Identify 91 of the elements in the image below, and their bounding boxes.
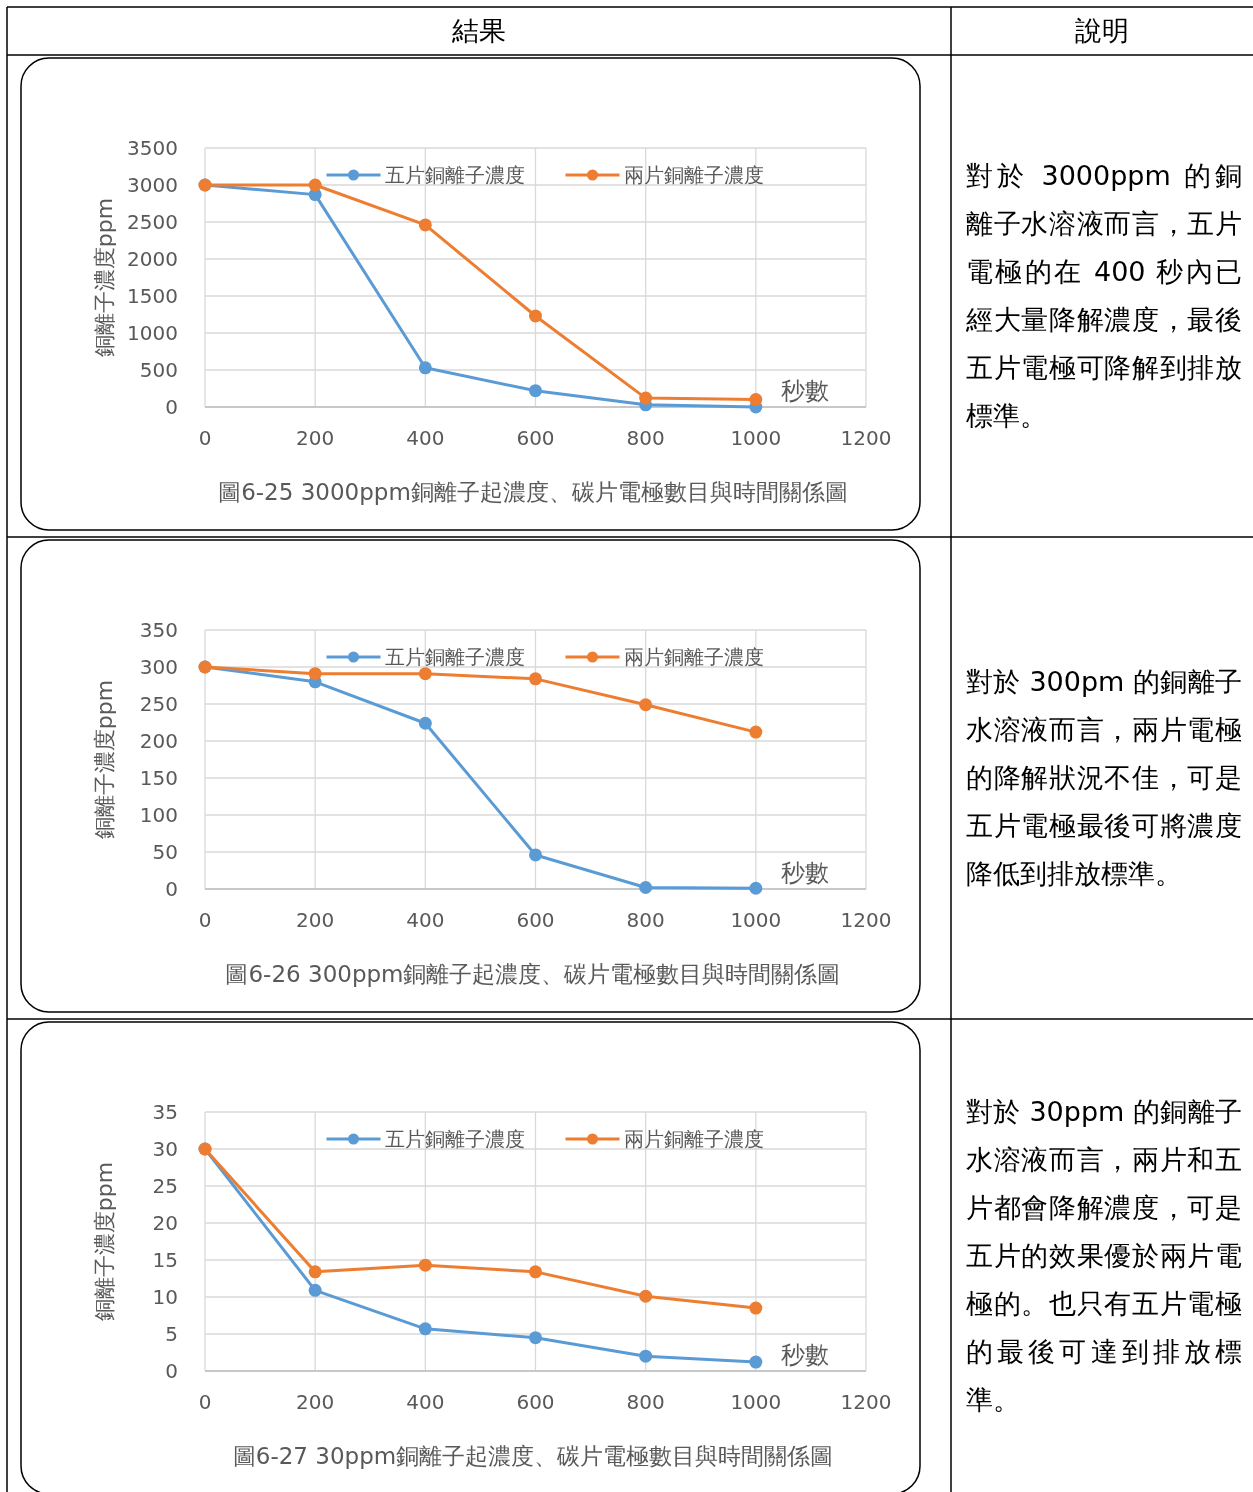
point [639,698,653,712]
text: 對於 3000ppm 的銅離子水溶液而言，五片電極的在 400 秒內已經大量降解濃度，最後五片電極可降解到排放標準。 [966,159,1242,433]
y-tick-label: 10 [152,1285,178,1309]
legend-label: 兩片銅離子濃度 [623,1127,764,1151]
y-axis-title: 銅離子濃度ppm [92,1161,117,1322]
point [749,393,763,407]
y-tick-label: 2000 [127,247,178,271]
x-tick-label: 200 [296,908,335,932]
point [639,1289,653,1303]
x-tick-label: 1200 [840,426,892,450]
y-tick-label: 1000 [127,321,178,345]
x-tick-label: 600 [516,426,555,450]
x-tick-label: 1000 [730,1390,782,1414]
point [308,178,322,192]
y-tick-label: 350 [139,618,178,642]
y-axis-title: 銅離子濃度ppm [92,197,117,358]
x-tick-label: 0 [198,1390,212,1414]
y-tick-label: 35 [152,1100,178,1124]
point [749,1301,763,1315]
point [418,716,432,730]
y-axis-title: 銅離子濃度ppm [92,679,117,840]
x-tick-label: 0 [198,426,212,450]
point [529,1265,542,1279]
x-tick-label: 200 [296,1390,335,1414]
point [529,384,542,398]
point [418,361,432,375]
y-tick-label: 30 [152,1137,178,1161]
text: 說明 [1074,14,1130,48]
point [639,1349,653,1363]
x-tick-label: 200 [296,426,335,450]
legend-label: 兩片銅離子濃度 [623,163,764,187]
y-tick-label: 5 [165,1322,178,1346]
y-tick-label: 20 [152,1211,178,1235]
x-tick-label: 800 [626,1390,665,1414]
point [639,391,653,405]
x-axis-title: 秒數 [781,377,829,405]
point [418,1322,432,1336]
y-tick-label: 150 [139,766,178,790]
x-tick-label: 400 [406,908,445,932]
text: 圖6-27 30ppm銅離子起濃度、碳片電極數目與時間關係圖 [232,1443,834,1469]
y-tick-label: 500 [139,358,178,382]
text: 圖6-26 300ppm銅離子起濃度、碳片電極數目與時間關係圖 [225,961,841,987]
point [308,1283,322,1297]
x-tick-label: 800 [626,426,665,450]
y-tick-label: 300 [139,655,178,679]
y-tick-label: 250 [139,692,178,716]
y-tick-label: 0 [165,1359,178,1383]
x-axis-title: 秒數 [781,859,829,887]
x-tick-label: 600 [516,908,555,932]
point [418,667,432,681]
point [418,218,432,232]
point [749,725,763,739]
text: 圖6-25 3000ppm銅離子起濃度、碳片電極數目與時間關係圖 [218,479,848,505]
y-tick-label: 100 [139,803,178,827]
legend-label: 五片銅離子濃度 [384,645,525,669]
y-tick-label: 15 [152,1248,178,1272]
legend-label: 五片銅離子濃度 [384,163,525,187]
x-tick-label: 400 [406,1390,445,1414]
point [529,309,542,323]
legend-label: 兩片銅離子濃度 [623,645,764,669]
x-tick-label: 800 [626,908,665,932]
point [418,1258,432,1272]
x-tick-label: 1200 [840,908,892,932]
x-axis-title: 秒數 [781,1341,829,1369]
y-tick-label: 3500 [127,136,178,160]
point [749,1355,763,1369]
y-tick-label: 25 [152,1174,178,1198]
text: 結果 [451,14,507,48]
x-tick-label: 1200 [840,1390,892,1414]
legend-label: 五片銅離子濃度 [384,1127,525,1151]
y-tick-label: 200 [139,729,178,753]
point [529,848,542,862]
y-tick-label: 0 [165,395,178,419]
x-tick-label: 400 [406,426,445,450]
x-tick-label: 600 [516,1390,555,1414]
point [308,1265,322,1279]
x-tick-label: 0 [198,908,212,932]
x-tick-label: 1000 [730,908,782,932]
y-tick-label: 0 [165,877,178,901]
text: 對於 300pm 的銅離子水溶液而言，兩片電極的降解狀況不佳，可是五片電極最後可將濃度降低到排放標準。 [966,665,1242,891]
point [308,667,322,681]
y-tick-label: 2500 [127,210,178,234]
point [639,881,653,895]
text: 對於 30ppm 的銅離子水溶液而言，兩片和五片都會降解濃度，可是五片的效果優於兩片電極的。也只有五片電極的最後可達到排放標準。 [966,1094,1242,1417]
y-tick-label: 1500 [127,284,178,308]
y-tick-label: 3000 [127,173,178,197]
y-tick-label: 50 [152,840,178,864]
point [529,672,542,686]
point [749,881,763,895]
x-tick-label: 1000 [730,426,782,450]
point [529,1331,542,1345]
